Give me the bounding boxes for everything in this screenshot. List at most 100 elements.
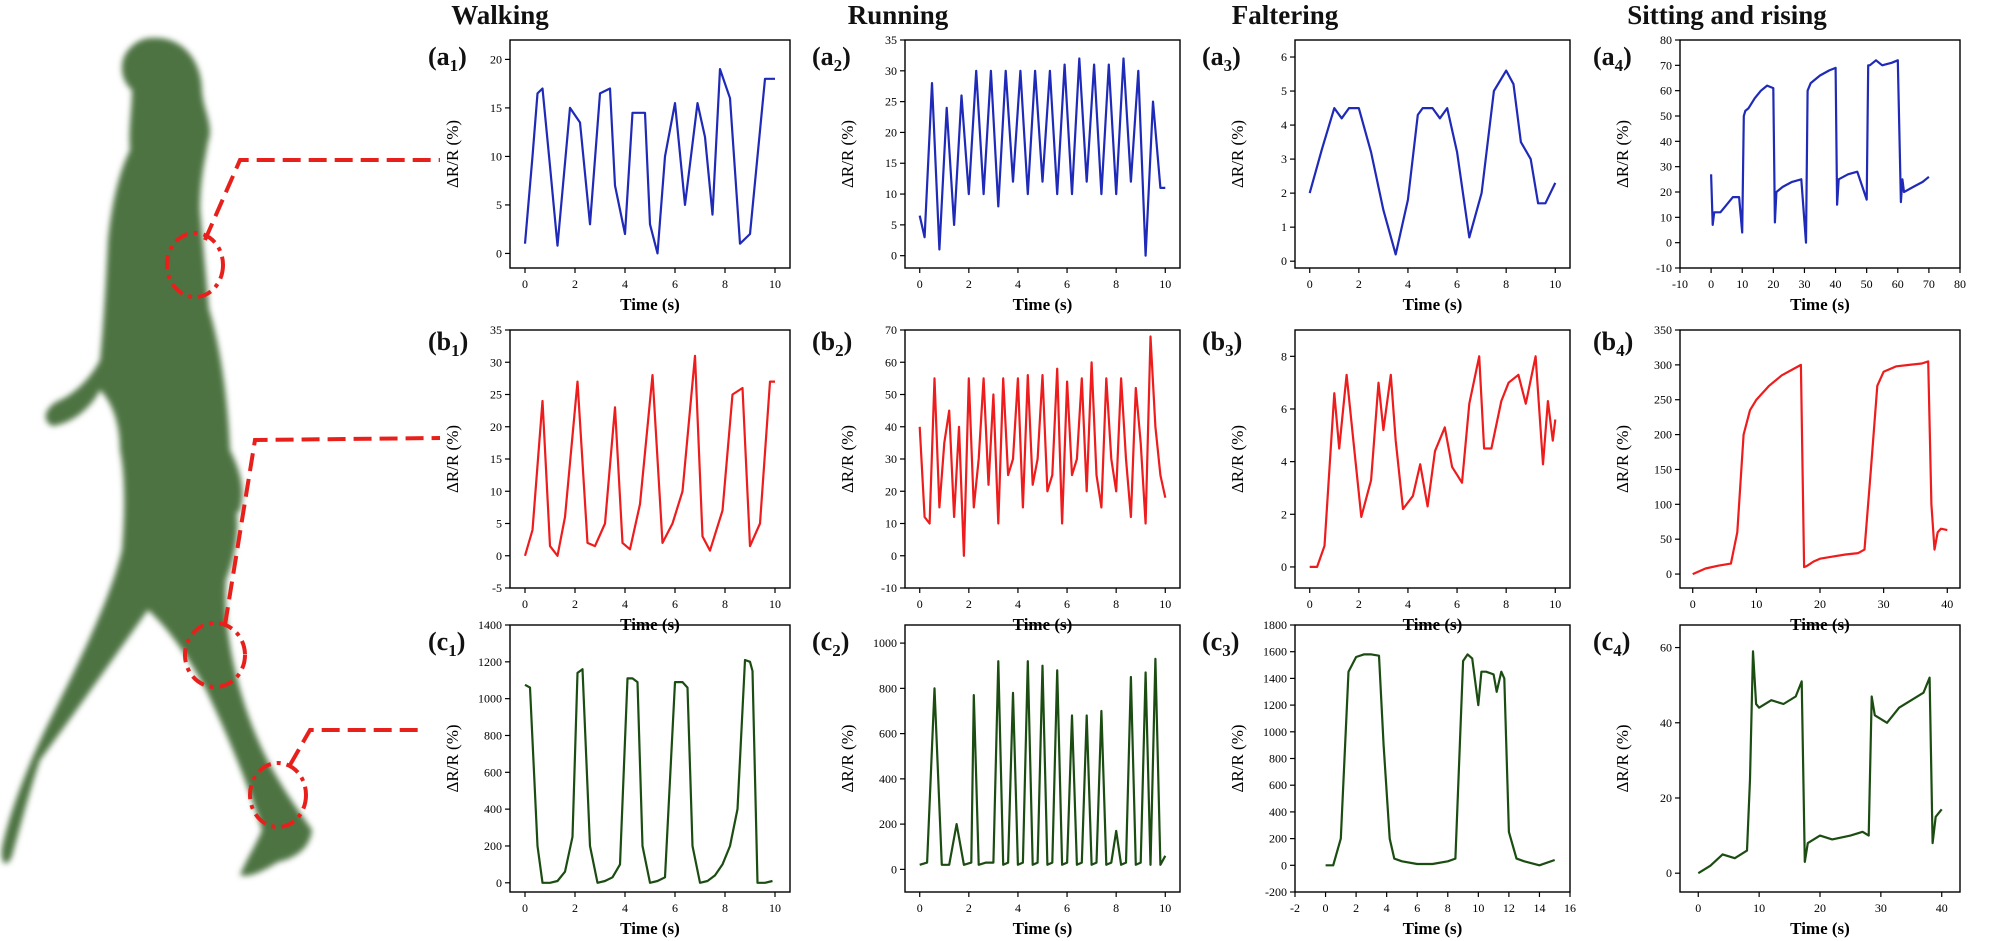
chart-b1-ytick-label-8: 35: [490, 323, 502, 337]
chart-c2-ytick-label-4: 800: [879, 681, 897, 695]
chart-b1-ytick-label-7: 30: [490, 355, 502, 369]
chart-c3-xtick-label-6: 10: [1472, 901, 1484, 915]
chart-c3-ytick-label-10: 1800: [1263, 618, 1287, 632]
chart-a3-frame: [1294, 39, 1571, 269]
chart-c4-xtick-label-3: 30: [1875, 901, 1887, 915]
panel-label-b3: (b3): [1202, 327, 1243, 361]
chart-b2-ytick-label-3: 20: [885, 484, 897, 498]
chart-b4-xtick-label-2: 20: [1814, 597, 1826, 611]
chart-c3-ytick-label-1: 0: [1281, 858, 1287, 872]
chart-a1-ylabel: ΔR/R (%): [443, 120, 462, 188]
chart-b1-ytick-label-6: 25: [490, 388, 502, 402]
chart-b2-ytick-label-6: 50: [885, 388, 897, 402]
chart-c2-ytick-label-2: 400: [879, 772, 897, 786]
chart-c2-ytick-label-0: 0: [891, 862, 897, 876]
chart-a3-xtick-label-3: 6: [1454, 277, 1460, 291]
column-title-running: Running: [847, 0, 949, 30]
chart-a2-ytick-label-6: 30: [885, 64, 897, 78]
chart-a2-xtick-label-5: 10: [1159, 277, 1171, 291]
chart-a3-ytick-label-2: 2: [1281, 186, 1287, 200]
chart-c4-xtick-label-4: 40: [1936, 901, 1948, 915]
chart-a1-xtick-label-3: 6: [672, 277, 678, 291]
chart-b1-ylabel: ΔR/R (%): [443, 425, 462, 493]
chart-c2-xlabel: Time (s): [1013, 919, 1073, 938]
chart-c1-ytick-label-4: 800: [484, 728, 502, 742]
chart-c4-ytick-label-1: 20: [1660, 791, 1672, 805]
chart-c3-ytick-label-9: 1600: [1263, 645, 1287, 659]
chart-a2-ytick-label-4: 20: [885, 125, 897, 139]
chart-c1-xtick-label-4: 8: [722, 901, 728, 915]
chart-c4-xtick-label-1: 10: [1753, 901, 1765, 915]
chart-b1-xtick-label-1: 2: [572, 597, 578, 611]
chart-a1-xtick-label-5: 10: [769, 277, 781, 291]
chart-a1-ytick-label-4: 20: [490, 52, 502, 66]
chart-c2-ytick-label-3: 600: [879, 727, 897, 741]
chart-c3-ytick-label-3: 400: [1269, 805, 1287, 819]
panel-label-a2: (a2): [812, 42, 851, 76]
sensor-leader-line-1: [203, 158, 440, 241]
chart-c1-xtick-label-2: 4: [622, 901, 628, 915]
chart-a3-series-line: [1308, 69, 1557, 256]
chart-a4-ytick-label-1: 0: [1666, 236, 1672, 250]
chart-a2-ytick-label-5: 25: [885, 95, 897, 109]
chart-a1: 0 2 4 6 8 10 0 5 10 15 20 Time (s) ΔR/R (%): [443, 39, 791, 314]
chart-a4-xtick-label-6: 50: [1861, 277, 1873, 291]
panel-label-b4: (b4): [1593, 327, 1634, 361]
chart-a4-xlabel: Time (s): [1790, 295, 1850, 314]
chart-c3-xtick-label-9: 16: [1564, 901, 1576, 915]
chart-a2-ytick-label-3: 15: [885, 156, 897, 170]
chart-b4-series-line: [1692, 360, 1948, 576]
chart-b3-xtick-label-3: 6: [1454, 597, 1460, 611]
chart-b2-ytick-label-4: 30: [885, 452, 897, 466]
chart-b3-xtick-label-1: 2: [1356, 597, 1362, 611]
chart-a1-ytick-label-1: 5: [496, 198, 502, 212]
chart-c4-series-line: [1697, 650, 1943, 875]
chart-b3-ytick-label-4: 8: [1281, 349, 1287, 363]
chart-a2-ytick-label-1: 5: [891, 218, 897, 232]
chart-c3-series-line: [1325, 653, 1556, 867]
chart-c2-frame: [904, 624, 1181, 893]
chart-b4-xtick-label-4: 40: [1941, 597, 1953, 611]
chart-c2-series-line: [919, 657, 1167, 866]
chart-b4-ytick-label-2: 100: [1654, 497, 1672, 511]
chart-b4-xtick-label-1: 10: [1750, 597, 1762, 611]
chart-b4-ytick-label-5: 250: [1654, 393, 1672, 407]
chart-a1-xtick-label-1: 2: [572, 277, 578, 291]
chart-c1-ytick-label-2: 400: [484, 802, 502, 816]
chart-c4-frame: [1679, 624, 1961, 893]
chart-a4-xtick-label-0: -10: [1672, 277, 1688, 291]
chart-b2-xtick-label-1: 2: [966, 597, 972, 611]
chart-b3-xtick-label-4: 8: [1503, 597, 1509, 611]
chart-a3-xlabel: Time (s): [1403, 295, 1463, 314]
panel-label-c1: (c1): [428, 627, 466, 661]
chart-a4-xtick-label-9: 80: [1954, 277, 1966, 291]
chart-a2-ytick-label-0: 0: [891, 249, 897, 263]
chart-a4-xtick-label-8: 70: [1923, 277, 1935, 291]
chart-c3-xtick-label-5: 8: [1445, 901, 1451, 915]
chart-c3-xtick-label-7: 12: [1503, 901, 1515, 915]
chart-a3-xtick-label-0: 0: [1307, 277, 1313, 291]
chart-c3-xtick-label-0: -2: [1290, 901, 1300, 915]
chart-c3-ytick-label-2: 200: [1269, 832, 1287, 846]
column-title-sitting-and-rising: Sitting and rising: [1627, 0, 1827, 30]
sensor-circle-1: [165, 231, 225, 299]
chart-b2-xtick-label-2: 4: [1015, 597, 1021, 611]
chart-c1-ytick-label-7: 1400: [478, 618, 502, 632]
chart-c2-xtick-label-3: 6: [1064, 901, 1070, 915]
chart-a4-xtick-label-7: 60: [1892, 277, 1904, 291]
chart-a4-xtick-label-1: 0: [1708, 277, 1714, 291]
chart-c1-frame: [509, 624, 791, 893]
chart-c2-xtick-label-2: 4: [1015, 901, 1021, 915]
panel-label-a4: (a4): [1593, 42, 1632, 76]
chart-a2-xtick-label-1: 2: [966, 277, 972, 291]
chart-a2-xtick-label-3: 6: [1064, 277, 1070, 291]
panel-label-c2: (c2): [812, 627, 850, 661]
chart-c4-ytick-label-3: 60: [1660, 641, 1672, 655]
chart-a4-ytick-label-0: -10: [1656, 261, 1672, 275]
chart-b4-ytick-label-1: 50: [1660, 532, 1672, 546]
chart-c3-xtick-label-3: 4: [1384, 901, 1390, 915]
